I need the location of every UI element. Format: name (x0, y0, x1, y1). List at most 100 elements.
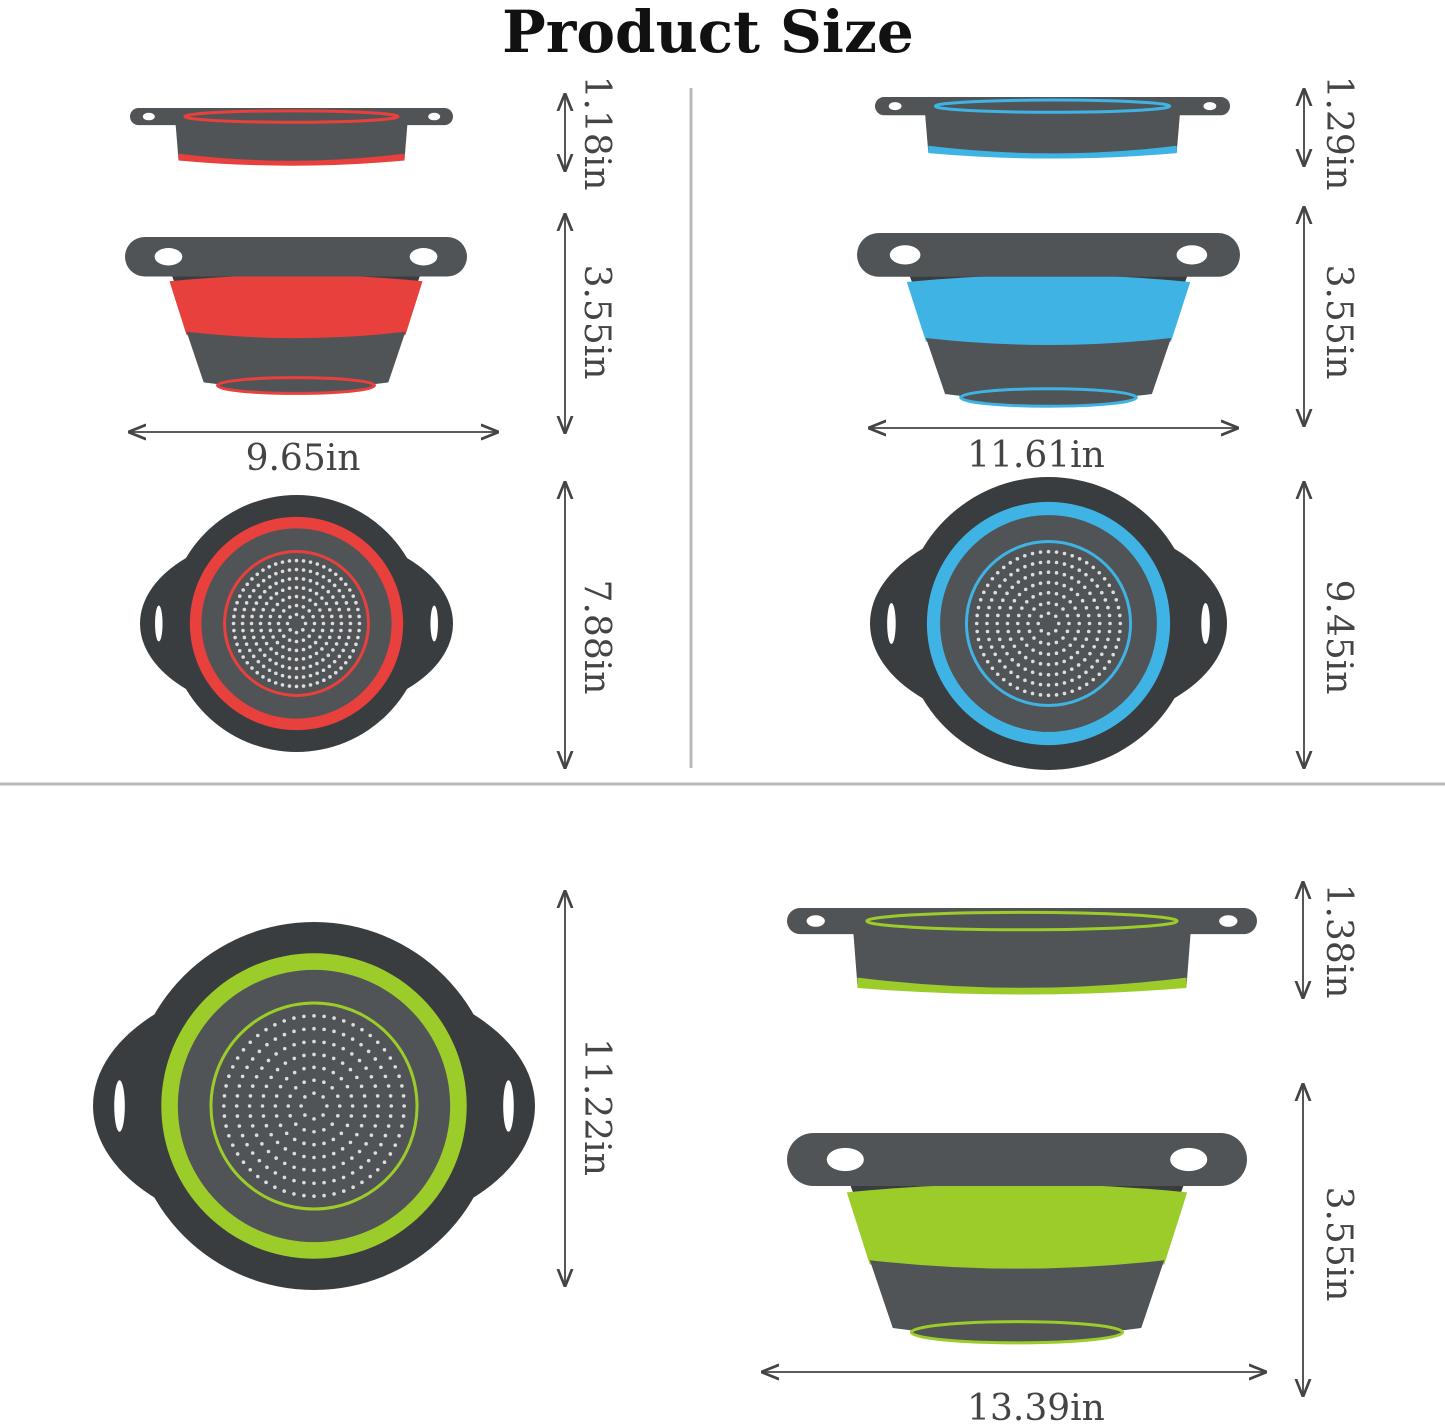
drain-hole (989, 598, 994, 602)
drain-hole (256, 583, 261, 588)
drain-hole (287, 559, 292, 563)
drain-hole (1118, 629, 1122, 634)
drain-hole (324, 601, 329, 606)
drain-hole (388, 1152, 393, 1156)
drain-hole (292, 1070, 297, 1075)
drain-hole (375, 1094, 380, 1098)
handle-hole (503, 1080, 514, 1132)
drain-hole (1084, 637, 1089, 641)
drain-hole (250, 614, 254, 619)
drain-hole (315, 581, 319, 586)
color-band (857, 977, 1187, 995)
drain-hole (335, 1114, 340, 1118)
drain-hole (1036, 621, 1041, 626)
drain-hole (1091, 677, 1096, 682)
drain-hole (350, 1037, 355, 1041)
drain-hole (235, 1114, 240, 1118)
drain-hole (1077, 686, 1082, 690)
handle-hole (154, 248, 183, 266)
drain-hole (287, 666, 292, 670)
drain-hole (288, 628, 292, 632)
drain-hole (1038, 602, 1043, 607)
drain-hole (241, 1047, 246, 1052)
drain-hole (312, 1155, 316, 1160)
drain-hole (1003, 578, 1007, 582)
drain-hole (281, 608, 286, 613)
drain-hole (255, 1174, 260, 1179)
drain-hole (321, 574, 326, 579)
drain-hole (274, 591, 279, 596)
drain-hole (1030, 670, 1035, 675)
drain-hole (315, 661, 319, 666)
drain-hole (1097, 570, 1102, 575)
drain-hole (975, 613, 979, 618)
drain-hole (1016, 613, 1021, 618)
drain-hole (1118, 621, 1123, 626)
drain-hole (1103, 645, 1108, 649)
drain-hole (359, 1123, 364, 1128)
drain-hole (321, 585, 325, 589)
drain-hole (315, 671, 319, 676)
drain-hole (1032, 636, 1036, 640)
drain-hole (1039, 628, 1044, 633)
drain-hole (301, 595, 306, 600)
drain-hole (260, 1104, 265, 1108)
drain-hole (1008, 682, 1013, 687)
drain-hole (1054, 661, 1059, 666)
drain-hole (320, 596, 324, 600)
drain-hole (280, 578, 285, 583)
drain-hole (274, 671, 278, 676)
drain-hole (1046, 549, 1051, 554)
drain-hole (1070, 678, 1074, 683)
drain-hole (325, 1104, 329, 1108)
drain-hole (292, 1151, 297, 1156)
drain-hole (294, 657, 299, 662)
drain-hole (257, 1049, 262, 1054)
drain-hole (307, 634, 312, 639)
drain-hole (1090, 578, 1094, 582)
medium-width-label: 11.61in (967, 435, 1105, 476)
drain-hole (302, 1127, 306, 1132)
drain-hole (237, 594, 242, 598)
large-expanded-height-label: 3.55in (1318, 1187, 1359, 1302)
drain-hole (1038, 661, 1043, 666)
drain-hole (359, 1042, 363, 1047)
drain-hole (312, 1194, 316, 1198)
drain-hole (1114, 645, 1119, 650)
drain-hole (293, 1122, 298, 1127)
drain-hole (332, 1016, 336, 1020)
drain-hole (322, 1027, 326, 1032)
drain-hole (322, 1014, 326, 1019)
drain-hole (232, 628, 236, 633)
drain-hole (341, 1032, 346, 1037)
drain-hole (274, 651, 279, 656)
drain-hole (235, 1152, 240, 1156)
drain-hole (1077, 674, 1082, 679)
drain-hole (302, 1180, 306, 1185)
drain-hole (334, 601, 339, 605)
drain-hole (1069, 587, 1074, 592)
drain-hole (1077, 621, 1082, 626)
drain-hole (258, 595, 262, 599)
base-ring (909, 1320, 1125, 1345)
drain-hole (251, 588, 256, 593)
handle-hole (888, 102, 902, 111)
drain-hole (288, 1114, 293, 1118)
drain-hole (331, 1056, 336, 1061)
drain-hole (341, 1189, 346, 1193)
drain-hole (337, 588, 342, 593)
drain-hole (235, 600, 239, 605)
drain-hole (1015, 568, 1020, 573)
page-title: Product Size (502, 0, 914, 66)
large-diameter-label: 11.22in (576, 1038, 617, 1176)
drain-hole (258, 621, 263, 626)
drain-hole (245, 582, 250, 587)
drain-hole (314, 651, 319, 656)
drain-hole (1024, 643, 1029, 648)
drain-hole (330, 1085, 335, 1090)
drain-hole (312, 1065, 316, 1070)
drain-hole (1046, 580, 1051, 585)
small-expanded-colander (125, 237, 467, 395)
drain-hole (1046, 631, 1051, 636)
drain-hole (393, 1143, 398, 1147)
